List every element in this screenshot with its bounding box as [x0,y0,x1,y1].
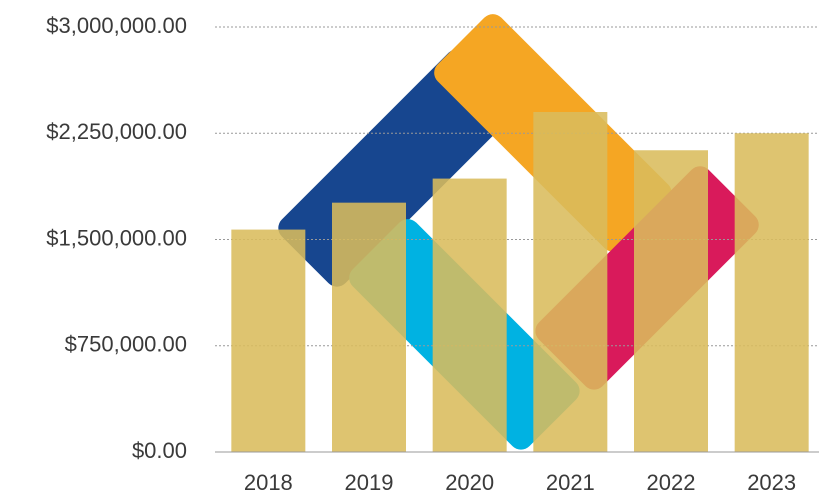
bar [433,179,507,452]
y-tick-label: $0.00 [132,438,187,463]
bar [634,150,708,452]
chart: $0.00 $750,000.00 $1,500,000.00 $2,250,000.… [0,0,819,495]
bar [231,230,305,452]
y-tick-label: $2,250,000.00 [46,119,187,144]
x-tick-label: 2019 [345,470,394,495]
bar [533,112,607,452]
y-tick-label: $3,000,000.00 [46,13,187,38]
bar [735,133,809,452]
x-tick-label: 2021 [546,470,595,495]
bar [332,203,406,452]
x-tick-label: 2023 [747,470,796,495]
y-tick-label: $1,500,000.00 [46,225,187,250]
y-tick-label: $750,000.00 [65,332,187,357]
x-tick-label: 2018 [244,470,293,495]
x-tick-label: 2022 [647,470,696,495]
x-tick-label: 2020 [445,470,494,495]
